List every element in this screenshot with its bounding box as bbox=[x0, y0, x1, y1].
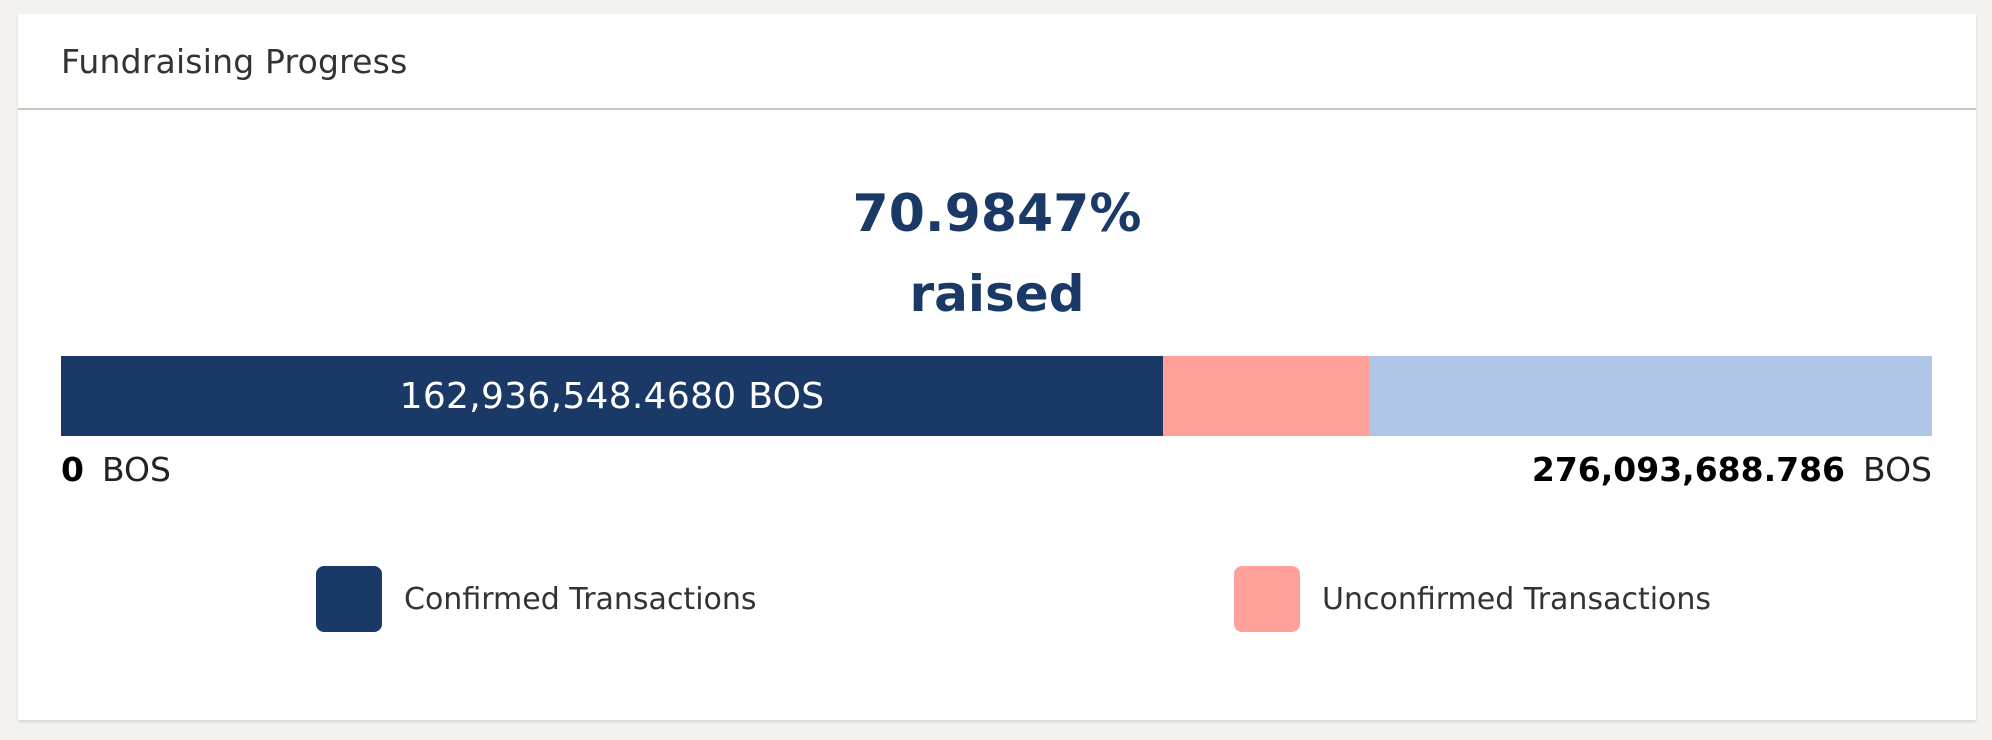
legend-swatch-confirmed bbox=[316, 566, 382, 632]
scale-max: 276,093,688.786 BOS bbox=[1532, 450, 1932, 489]
scale-max-value: 276,093,688.786 bbox=[1531, 450, 1846, 489]
progress-segment-confirmed: 162,936,548.4680 BOS bbox=[61, 356, 1164, 436]
legend-item-unconfirmed: Unconfirmed Transactions bbox=[1234, 566, 1711, 632]
raised-label: raised bbox=[909, 265, 1085, 323]
scale-min-unit: BOS bbox=[101, 450, 171, 489]
fundraising-card: Fundraising Progress 70.9847% raised 162… bbox=[18, 14, 1976, 720]
card-header: Fundraising Progress bbox=[18, 14, 1976, 110]
scale-max-unit: BOS bbox=[1863, 450, 1932, 489]
progress-segment-unconfirmed bbox=[1163, 356, 1369, 436]
scale-min: 0 BOS bbox=[61, 450, 171, 489]
legend-swatch-unconfirmed bbox=[1234, 566, 1300, 632]
percent-raised: 70.9847% bbox=[852, 184, 1142, 244]
card-title: Fundraising Progress bbox=[61, 42, 408, 81]
legend-item-confirmed: Confirmed Transactions bbox=[316, 566, 757, 632]
legend-label-unconfirmed: Unconfirmed Transactions bbox=[1322, 581, 1712, 617]
scale-min-value: 0 bbox=[61, 450, 84, 489]
progress-bar: 162,936,548.4680 BOS bbox=[61, 356, 1932, 436]
legend-label-confirmed: Confirmed Transactions bbox=[404, 581, 757, 617]
confirmed-amount: 162,936,548.4680 BOS bbox=[399, 375, 825, 417]
